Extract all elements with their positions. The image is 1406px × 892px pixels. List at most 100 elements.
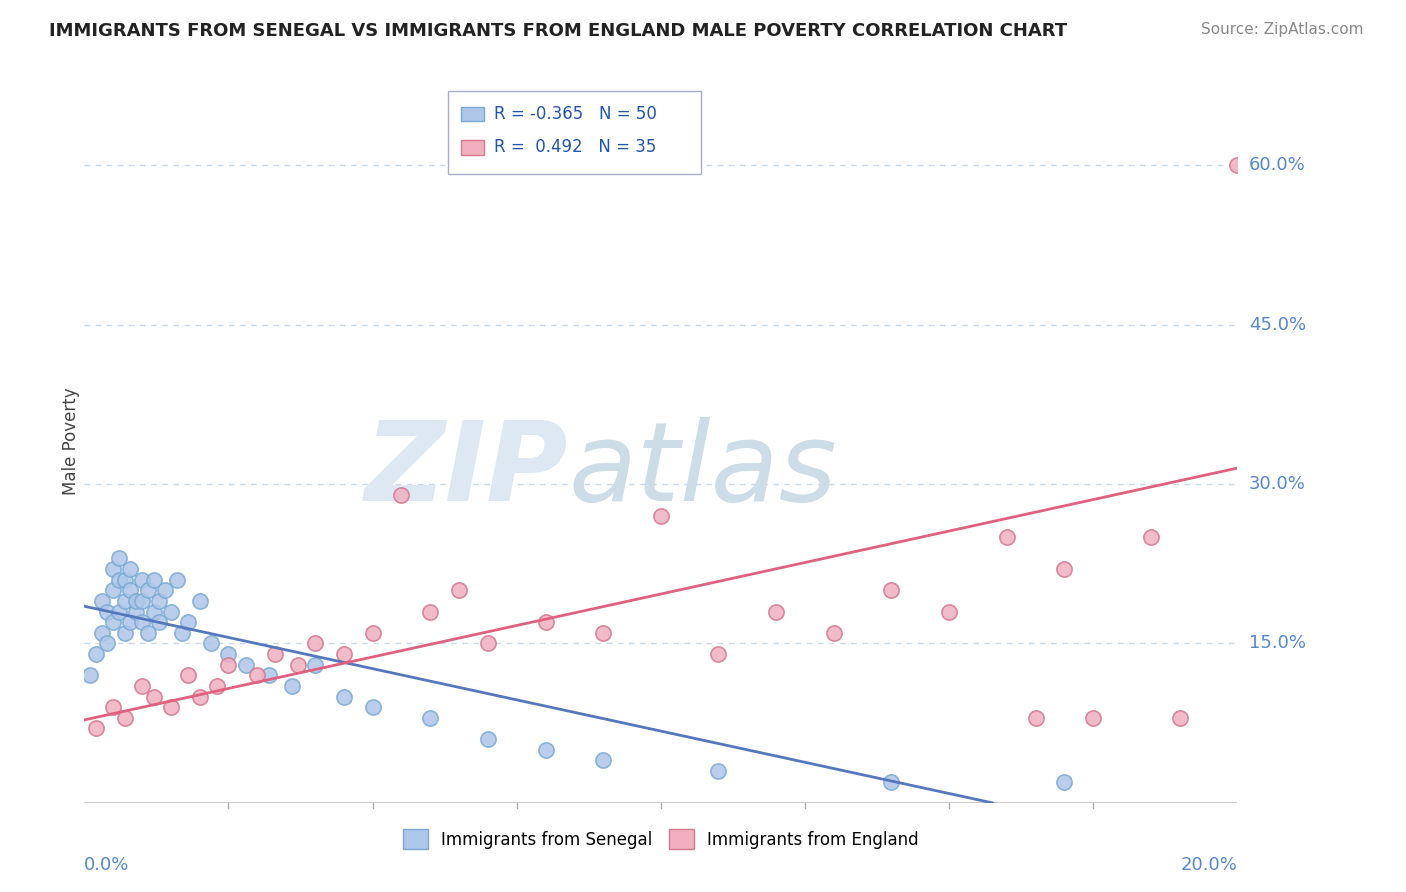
Point (131, 679, 153, 693)
Point (218, 657, 240, 672)
Point (131, 615, 153, 630)
Point (1083, 711, 1105, 725)
Text: Male Poverty: Male Poverty (62, 388, 80, 495)
Point (304, 657, 326, 672)
Point (235, 657, 257, 672)
Point (142, 573, 165, 587)
Point (477, 636, 499, 650)
Point (120, 583, 142, 598)
Text: IMMIGRANTS FROM SENEGAL VS IMMIGRANTS FROM ENGLAND MALE POVERTY CORRELATION CHAR: IMMIGRANTS FROM SENEGAL VS IMMIGRANTS FR… (49, 22, 1067, 40)
Point (142, 605, 165, 619)
Point (84, 722, 107, 736)
Text: atlas: atlas (568, 417, 837, 524)
Bar (461, 107, 485, 121)
Legend: Immigrants from Senegal, Immigrants from England: Immigrants from Senegal, Immigrants from… (396, 822, 925, 856)
Point (96, 605, 118, 619)
Point (177, 615, 200, 630)
Point (592, 753, 614, 767)
Text: 20.0%: 20.0% (1181, 856, 1237, 874)
Point (880, 774, 903, 789)
Point (108, 573, 131, 587)
Point (103, 615, 124, 630)
Text: 60.0%: 60.0% (1249, 156, 1306, 174)
Point (114, 711, 136, 725)
Point (592, 625, 614, 640)
Point (120, 615, 142, 630)
Text: 0.0%: 0.0% (84, 856, 129, 874)
Point (114, 594, 136, 608)
Point (136, 583, 159, 598)
Point (114, 573, 136, 587)
Point (333, 647, 356, 661)
Text: Source: ZipAtlas.com: Source: ZipAtlas.com (1201, 22, 1364, 37)
Point (131, 573, 153, 587)
Point (650, 508, 672, 523)
Point (120, 562, 142, 576)
Text: R =  0.492   N = 35: R = 0.492 N = 35 (494, 138, 657, 156)
Point (84, 647, 107, 661)
Point (160, 605, 183, 619)
Point (1053, 774, 1076, 789)
Point (188, 690, 211, 704)
Point (257, 668, 280, 682)
Point (142, 690, 165, 704)
Point (938, 605, 960, 619)
Point (765, 605, 787, 619)
Point (477, 732, 499, 747)
Point (153, 583, 176, 598)
Point (707, 647, 730, 661)
Point (419, 605, 441, 619)
Text: 45.0%: 45.0% (1249, 316, 1306, 334)
Point (177, 668, 200, 682)
Point (880, 583, 903, 598)
Text: 30.0%: 30.0% (1249, 475, 1306, 493)
Point (534, 615, 557, 630)
Point (449, 583, 471, 598)
Point (96, 636, 118, 650)
Point (148, 594, 170, 608)
Point (1140, 530, 1163, 544)
Point (391, 488, 413, 502)
Point (103, 700, 124, 714)
Point (281, 679, 304, 693)
Point (188, 594, 211, 608)
FancyBboxPatch shape (447, 91, 702, 174)
Point (534, 742, 557, 756)
Point (1025, 711, 1047, 725)
Point (246, 668, 269, 682)
Point (304, 636, 326, 650)
Point (361, 625, 384, 640)
Point (90, 625, 112, 640)
Point (108, 551, 131, 566)
Point (333, 690, 356, 704)
Text: ZIP: ZIP (366, 417, 568, 524)
Point (995, 530, 1018, 544)
Point (131, 594, 153, 608)
Point (166, 573, 188, 587)
Text: R = -0.365   N = 50: R = -0.365 N = 50 (494, 105, 657, 123)
Point (707, 764, 730, 778)
Point (1053, 562, 1076, 576)
Point (263, 647, 285, 661)
Point (103, 583, 124, 598)
Point (200, 636, 222, 650)
Point (1226, 158, 1249, 172)
Point (218, 647, 240, 661)
Point (205, 679, 228, 693)
Text: 15.0%: 15.0% (1249, 634, 1306, 652)
Point (103, 562, 124, 576)
Point (361, 700, 384, 714)
Point (90, 594, 112, 608)
Point (125, 594, 148, 608)
Point (160, 700, 183, 714)
Point (172, 625, 194, 640)
Bar (461, 140, 485, 154)
Point (823, 625, 845, 640)
Point (1168, 711, 1191, 725)
Point (108, 605, 131, 619)
Point (287, 657, 309, 672)
Point (136, 625, 159, 640)
Point (148, 615, 170, 630)
Point (114, 625, 136, 640)
Point (419, 711, 441, 725)
